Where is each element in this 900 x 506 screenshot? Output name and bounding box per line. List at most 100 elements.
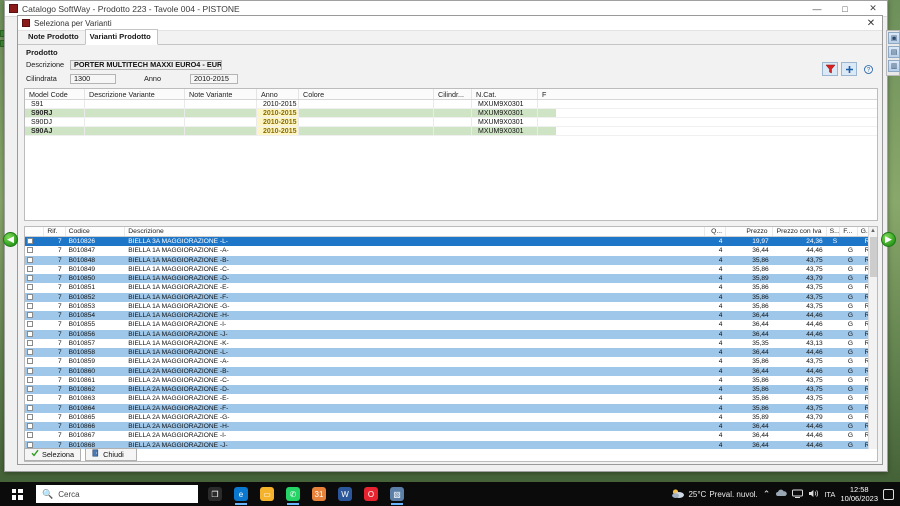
checkbox-icon[interactable] [27,238,33,244]
minimize-button[interactable]: — [812,3,822,14]
checkbox-icon[interactable] [27,395,33,402]
language-indicator[interactable]: ITA [824,489,836,499]
windows-start-icon[interactable] [0,482,34,506]
table-row[interactable]: 7 B010856 BIELLA 1A MAGGIORAZIONE -J- 4 36,4… [25,329,877,339]
volume-icon[interactable] [808,489,819,500]
table-row[interactable]: 7 B010858 BIELLA 1A MAGGIORAZIONE -L- 4 36,4… [25,348,877,358]
row-checkbox[interactable] [25,376,44,385]
checkbox-icon[interactable] [27,302,33,309]
checkbox-icon[interactable] [27,339,33,346]
table-row[interactable]: 7 B010862 BIELLA 2A MAGGIORAZIONE -D- 4 35,8… [25,385,877,395]
row-checkbox[interactable] [25,357,44,366]
parts-col-prezzo[interactable]: Prezzo [726,227,773,236]
checkbox-icon[interactable] [27,432,33,439]
checkbox-icon[interactable] [27,247,33,254]
checkbox-icon[interactable] [27,265,33,272]
checkbox-icon[interactable] [27,413,33,420]
row-checkbox[interactable] [25,441,44,450]
table-row[interactable]: 7 B010859 BIELLA 2A MAGGIORAZIONE -A- 4 35,8… [25,357,877,366]
variant-row[interactable]: S90RJ 2010-2015 MXUM9X0301 [25,109,877,118]
row-checkbox[interactable] [25,293,44,302]
variant-col-model-code[interactable]: Model Code [25,89,85,99]
chiudi-button[interactable]: Chiudi [85,447,138,461]
word-icon[interactable]: W [332,482,358,506]
descrizione-field[interactable]: PORTER MULTITECH MAXXI EURO4 - EURO5 [70,59,222,70]
opera-icon[interactable]: O [358,482,384,506]
table-row[interactable]: 7 B010850 BIELLA 1A MAGGIORAZIONE -D- 4 35,8… [25,274,877,284]
row-checkbox[interactable] [25,422,44,431]
table-row[interactable]: 7 B010849 BIELLA 1A MAGGIORAZIONE -C- 4 35,8… [25,265,877,274]
checkbox-icon[interactable] [27,441,33,448]
calendar-icon[interactable]: 31 [306,482,332,506]
table-row[interactable]: 7 B010826 BIELLA 3A MAGGIORAZIONE -L- 4 19,9… [25,237,877,247]
row-checkbox[interactable] [25,246,44,255]
palette-icon-2[interactable]: ▤ [888,46,900,58]
checkbox-icon[interactable] [27,293,33,300]
checkbox-icon[interactable] [27,321,33,328]
edge-icon[interactable]: e [228,482,254,506]
checkbox-icon[interactable] [27,284,33,291]
variant-row[interactable]: S91 2010-2015 MXUM9X0301 [25,100,877,109]
row-checkbox[interactable] [25,385,44,394]
search-input[interactable]: 🔍 Cerca [36,485,198,503]
tab-note-prodotto[interactable]: Note Prodotto [28,32,79,41]
chevron-up-icon[interactable]: ⌃ [762,488,771,499]
checkbox-icon[interactable] [27,256,33,263]
checkbox-icon[interactable] [27,312,33,318]
palette-icon-3[interactable]: ▥ [888,60,900,72]
table-row[interactable]: 7 B010866 BIELLA 2A MAGGIORAZIONE -H- 4 36,4… [25,422,877,432]
parts-col-s[interactable]: S... [827,227,841,236]
variant-row[interactable]: S90AJ 2010-2015 MXUM9X0301 [25,127,877,136]
scrollbar-thumb[interactable] [870,237,877,277]
row-checkbox[interactable] [25,413,44,422]
row-checkbox[interactable] [25,367,44,376]
filter-icon[interactable] [822,62,838,76]
variant-col-anno[interactable]: Anno [257,89,299,99]
checkbox-icon[interactable] [27,376,33,383]
dialog-titlebar[interactable]: Seleziona per Varianti ✕ [18,16,882,31]
table-row[interactable]: 7 B010854 BIELLA 1A MAGGIORAZIONE -H- 4 36,4… [25,311,877,321]
parts-col-prezzo-iva[interactable]: Prezzo con Iva [773,227,827,236]
row-checkbox[interactable] [25,330,44,339]
row-checkbox[interactable] [25,339,44,348]
variant-grid[interactable]: Model Code Descrizione Variante Note Var… [24,88,878,221]
table-row[interactable]: 7 B010853 BIELLA 1A MAGGIORAZIONE -G- 4 35,8… [25,302,877,311]
row-checkbox[interactable] [25,348,44,357]
taskbar-clock[interactable]: 12:58 10/06/2023 [840,485,878,503]
close-button[interactable]: ✕ [869,3,877,13]
checkbox-icon[interactable] [27,330,33,337]
table-row[interactable]: 7 B010855 BIELLA 1A MAGGIORAZIONE -I- 4 36,4… [25,320,877,329]
row-checkbox[interactable] [25,274,44,283]
whatsapp-icon[interactable]: ✆ [280,482,306,506]
checkbox-icon[interactable] [27,275,33,281]
seleziona-button[interactable]: Seleziona [24,447,82,461]
tab-varianti-prodotto[interactable]: Varianti Prodotto [84,29,158,45]
row-checkbox[interactable] [25,431,44,440]
parts-col-codice[interactable]: Codice [66,227,126,236]
variant-col-descrizione[interactable]: Descrizione Variante [85,89,185,99]
parts-col-f[interactable]: F... [840,227,858,236]
checkbox-icon[interactable] [27,358,33,365]
row-checkbox[interactable] [25,320,44,329]
parts-grid[interactable]: Rif. Codice Descrizione Q... Prezzo Prez… [24,226,878,462]
maximize-button[interactable]: □ [842,3,848,14]
table-row[interactable]: 7 B010863 BIELLA 2A MAGGIORAZIONE -E- 4 35,8… [25,394,877,403]
arrow-right-icon[interactable]: ▶ [881,232,896,247]
table-row[interactable]: 7 B010860 BIELLA 2A MAGGIORAZIONE -B- 4 36,4… [25,366,877,376]
parts-col-quantita[interactable]: Q... [705,227,727,236]
table-row[interactable]: 7 B010848 BIELLA 1A MAGGIORAZIONE -B- 4 35,8… [25,255,877,265]
app-icon[interactable]: ▧ [384,482,410,506]
row-checkbox[interactable] [25,256,44,265]
row-checkbox[interactable] [25,283,44,292]
network-icon[interactable] [792,489,804,500]
notifications-icon[interactable] [883,488,894,500]
palette-icon-1[interactable]: ▣ [888,32,900,44]
scroll-up-icon[interactable]: ▲ [869,227,877,236]
variant-col-cilindrata[interactable]: Cilindr... [434,89,472,99]
checkbox-icon[interactable] [27,386,33,392]
variant-col-colore[interactable]: Colore [299,89,434,99]
weather-widget[interactable]: 25°C Preval. nuvol. [671,488,758,501]
task-view-icon[interactable]: ❐ [202,482,228,506]
cloud-sync-icon[interactable] [775,489,788,500]
table-row[interactable]: 7 B010847 BIELLA 1A MAGGIORAZIONE -A- 4 36,4… [25,246,877,255]
